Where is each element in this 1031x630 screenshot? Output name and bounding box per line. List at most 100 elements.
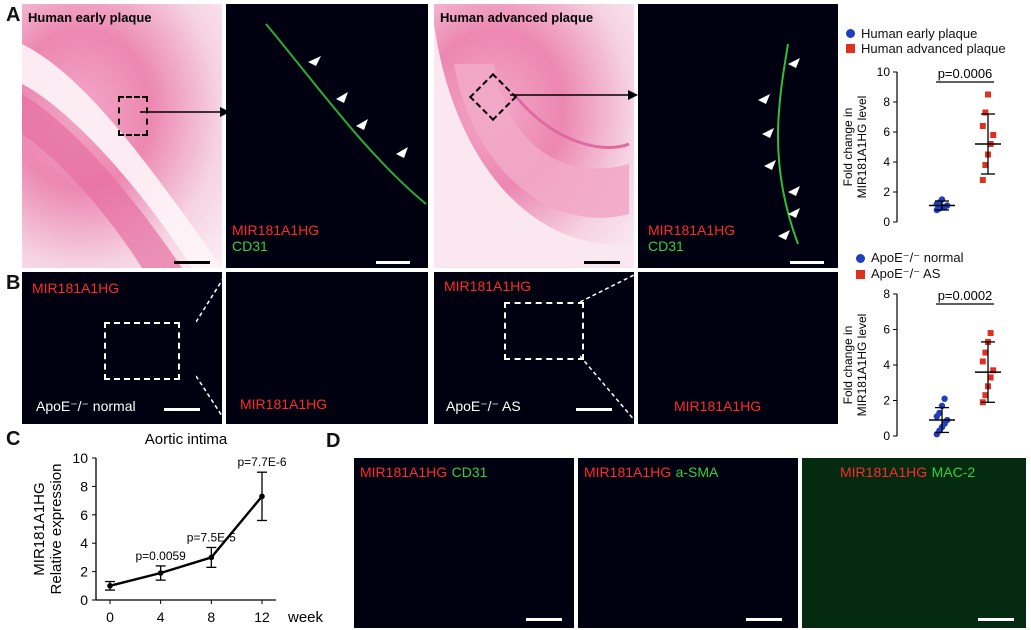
y-tick-label: 2 <box>80 564 88 580</box>
zoom-box-as <box>504 302 584 360</box>
fluor-zoom-apoe-as: MIR181A1HG <box>638 272 838 424</box>
fluor-tile-cd31: MIR181A1HG CD31 <box>354 458 574 628</box>
label-mir181a1hg: MIR181A1HG <box>444 278 532 294</box>
legend-label-apoe-as: ApoE⁻/⁻ AS <box>871 266 941 281</box>
line-chart-c: Aortic intima 0 2 4 6 8 10 0 4 8 12 week MIR181A1HGR… <box>31 431 324 626</box>
data-point <box>982 392 989 399</box>
y-axis-label: MIR181A1HGRelative expression <box>31 464 65 595</box>
y-tick-label: 4 <box>883 155 890 169</box>
scatter-chart-b: 0 2 4 6 8 Fold change inMIR181A1HG level p=0.0… <box>841 287 1001 442</box>
legend-marker-square <box>846 44 855 53</box>
legend-label-early: Human early plaque <box>861 26 978 41</box>
p-value-label: p=0.0006 <box>938 66 993 81</box>
data-point <box>982 109 989 116</box>
data-point <box>987 330 994 337</box>
zoom-arrow-advanced <box>510 90 638 100</box>
data-point <box>259 493 265 500</box>
fluor-tile-mac2: MIR181A1HG MAC-2 <box>802 458 1026 628</box>
tile-gene-label: MIR181A1HG <box>360 464 448 480</box>
p-value-annotation: p=7.5E-5 <box>187 530 236 544</box>
p-value-label: p=0.0002 <box>938 288 993 303</box>
scale-bar <box>526 618 562 621</box>
label-cd31: CD31 <box>232 238 268 254</box>
advanced-plaque-title: Human advanced plaque <box>440 10 594 25</box>
label-mir181a1hg: MIR181A1HG <box>674 398 762 414</box>
data-point <box>987 374 994 381</box>
p-value-annotation: p=0.0059 <box>135 549 186 563</box>
arrow-marks-early <box>308 56 408 158</box>
zoom-lines-normal <box>196 273 227 423</box>
x-tick-label: 4 <box>157 609 165 625</box>
y-axis-label: Fold change inMIR181A1HG level <box>841 314 869 417</box>
legend-marker-square <box>856 269 865 279</box>
y-tick-label: 6 <box>80 507 88 523</box>
y-tick-label: 6 <box>883 125 890 139</box>
data-point <box>982 162 989 168</box>
cd31-stain-advanced <box>758 43 800 245</box>
y-tick-label: 10 <box>72 450 88 466</box>
scale-bar <box>576 408 612 411</box>
he-image-advanced-plaque: Human advanced plaque <box>434 4 634 268</box>
x-axis-label: week <box>287 609 324 626</box>
fluor-tile-asma: MIR181A1HG a-SMA <box>578 458 798 628</box>
data-point <box>990 132 997 138</box>
tile-gene-label: MIR181A1HG <box>840 464 928 480</box>
label-mir181a1hg: MIR181A1HG <box>232 222 320 238</box>
data-point <box>941 395 948 402</box>
y-tick-label: 8 <box>80 478 88 494</box>
fluor-image-early-cd31: MIR181A1HG CD31 <box>226 4 428 268</box>
legend-label-advanced: Human advanced plaque <box>861 41 1006 56</box>
label-mir181a1hg: MIR181A1HG <box>648 222 736 238</box>
zoom-box-early <box>118 96 148 136</box>
data-point <box>979 177 986 183</box>
legend-a: Human early plaque Human advanced plaque <box>846 26 1006 56</box>
panel-label-d: D <box>326 430 341 452</box>
label-mir181a1hg: MIR181A1HG <box>32 280 120 296</box>
tile-marker-label: MAC-2 <box>931 464 976 480</box>
y-tick-label: 0 <box>883 215 890 229</box>
scale-bar <box>376 261 410 264</box>
data-point <box>982 349 989 356</box>
label-mir181a1hg: MIR181A1HG <box>240 396 328 412</box>
cd31-stain-early <box>265 23 427 205</box>
scatter-chart-a: 0 2 4 6 8 10 Fold change inMIR181A1HG level p=0… <box>841 65 1001 229</box>
zoom-arrow-early <box>140 107 230 117</box>
x-tick-label: 0 <box>106 609 114 625</box>
data-point <box>107 583 113 589</box>
chart-title: Aortic intima <box>145 431 228 448</box>
arrow-marks-advanced <box>758 58 800 240</box>
panel-label-a: A <box>6 4 21 26</box>
fluor-image-apoe-normal: MIR181A1HG ApoE⁻/⁻ normal <box>22 272 222 424</box>
data-point <box>979 123 986 129</box>
y-tick-label: 4 <box>883 358 890 372</box>
scale-bar <box>978 618 1014 621</box>
x-tick-label: 12 <box>254 609 270 625</box>
legend-b: ApoE⁻/⁻ normal ApoE⁻/⁻ AS <box>856 250 964 282</box>
panel-label-c: C <box>6 428 21 450</box>
fluor-zoom-apoe-normal: MIR181A1HG <box>226 272 428 424</box>
y-axis-label: Fold change inMIR181A1HG level <box>841 96 869 199</box>
panel-label-b: B <box>6 272 21 294</box>
zoom-box-normal <box>104 322 180 380</box>
data-point <box>936 409 943 417</box>
scale-bar <box>164 408 200 411</box>
scale-bar <box>790 261 824 264</box>
legend-marker-circle <box>856 253 865 263</box>
scale-bar <box>174 261 210 264</box>
y-tick-label: 2 <box>883 185 890 199</box>
data-point <box>208 554 215 561</box>
fluor-image-apoe-as: MIR181A1HG ApoE⁻/⁻ AS <box>434 272 634 424</box>
y-tick-label: 4 <box>80 535 88 551</box>
x-tick-label: 8 <box>207 609 215 625</box>
legend-label-apoe-normal: ApoE⁻/⁻ normal <box>871 250 964 265</box>
label-apoe-normal: ApoE⁻/⁻ normal <box>36 398 136 414</box>
label-apoe-as: ApoE⁻/⁻ AS <box>446 398 521 414</box>
tile-marker-label: CD31 <box>451 464 488 480</box>
data-point <box>990 367 997 374</box>
tile-marker-label: a-SMA <box>675 464 719 480</box>
y-tick-label: 2 <box>883 394 890 408</box>
zoom-lines-as <box>580 273 637 423</box>
tile-gene-label: MIR181A1HG <box>584 464 672 480</box>
he-tissue-early <box>22 44 222 268</box>
data-point <box>985 91 991 98</box>
